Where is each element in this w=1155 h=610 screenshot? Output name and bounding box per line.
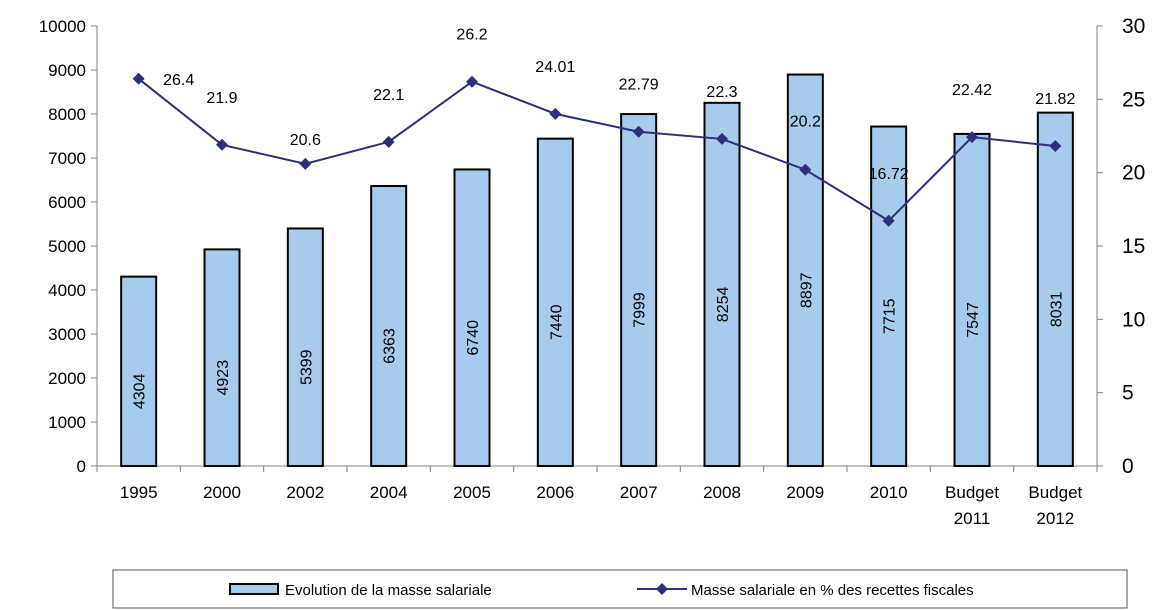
line-value-label: 22.1 <box>373 87 404 104</box>
x-tick-label: 2006 <box>536 483 574 502</box>
line-point <box>299 157 312 170</box>
left-tick-label: 8000 <box>48 105 86 124</box>
line-value-labels: 26.4 21.9 20.6 22.1 26.2 24.01 22.79 22.3 20.2 16… <box>163 27 1075 183</box>
line-point <box>382 135 395 148</box>
legend-frame <box>112 569 1128 609</box>
bar-value-label: 7440 <box>548 304 565 340</box>
line-point <box>549 107 562 120</box>
left-tick-label: 9000 <box>48 61 86 80</box>
x-tick-label: 2008 <box>703 483 741 502</box>
left-tick-label: 6000 <box>48 193 86 212</box>
right-tick-label: 5 <box>1122 382 1134 405</box>
legend-line-label: Masse salariale en % des recettes fiscal… <box>691 582 974 599</box>
right-tick-label: 15 <box>1122 235 1145 258</box>
x-tick-label: Budget <box>1028 483 1082 502</box>
bar <box>703 101 741 467</box>
left-tick-label: 10000 <box>39 17 86 36</box>
bar-series <box>120 73 1074 468</box>
line-value-label: 16.72 <box>869 166 909 183</box>
bar-value-label: 7999 <box>632 292 649 328</box>
bar <box>203 248 241 467</box>
right-tick-label: 30 <box>1122 15 1145 38</box>
left-tick-label: 1000 <box>48 413 86 432</box>
line-point <box>216 138 228 151</box>
line-value-label: 22.42 <box>952 82 992 99</box>
bar <box>1036 111 1074 468</box>
bar-value-label: 7715 <box>882 298 899 334</box>
x-tick-label-line2: 2011 <box>954 509 991 528</box>
x-tick-label: 2007 <box>620 483 658 502</box>
right-tick-label: 0 <box>1122 455 1134 478</box>
left-tick-label: 3000 <box>48 325 86 344</box>
line-point <box>966 131 978 144</box>
bar <box>953 132 991 467</box>
bar-value-label: 6363 <box>382 328 399 364</box>
line-value-label: 20.2 <box>790 114 821 131</box>
x-tick-label: 2005 <box>453 483 491 502</box>
line-point <box>716 132 728 145</box>
x-tick-label: 2000 <box>203 483 241 502</box>
right-tick-label: 10 <box>1122 308 1145 331</box>
bar <box>786 73 824 467</box>
line-path <box>138 78 1056 223</box>
bar-value-label: 8254 <box>715 287 732 323</box>
line-value-label: 26.2 <box>456 27 487 44</box>
bar-value-label: 8897 <box>798 272 815 308</box>
right-tick-label: 25 <box>1122 88 1145 111</box>
axes: 0100020003000400050006000700080009000100… <box>39 15 1146 528</box>
line-value-label: 26.4 <box>163 72 194 89</box>
line-value-label: 21.9 <box>206 90 237 107</box>
x-tick-label: 2004 <box>370 483 408 502</box>
left-tick-label: 0 <box>77 457 86 476</box>
line-value-label: 22.79 <box>619 77 659 94</box>
bar-value-labels: 4304 4923 5399 6363 6740 7440 7999 8254 8897 7715… <box>132 272 1066 409</box>
bar <box>286 227 324 467</box>
line-value-label: 24.01 <box>535 59 575 76</box>
x-tick-label: 1995 <box>120 483 158 502</box>
line-point <box>466 75 478 88</box>
bar-value-label: 8031 <box>1048 291 1065 327</box>
line-series <box>132 72 1062 227</box>
bar-value-label: 4304 <box>132 373 149 409</box>
bar-value-label: 5399 <box>298 349 315 385</box>
bar-value-label: 4923 <box>215 360 232 396</box>
line-point <box>132 72 145 85</box>
line-value-label: 21.82 <box>1035 91 1075 108</box>
legend-bar-swatch <box>229 583 279 595</box>
line-point <box>882 214 895 227</box>
right-tick-label: 20 <box>1122 162 1145 185</box>
line-point <box>799 163 812 176</box>
x-tick-label: 2002 <box>286 483 324 502</box>
left-tick-label: 5000 <box>48 237 86 256</box>
left-tick-label: 2000 <box>48 369 86 388</box>
legend-line-marker <box>656 583 668 595</box>
x-tick-label: 2010 <box>870 483 908 502</box>
line-point <box>632 125 645 138</box>
line-value-label: 20.6 <box>290 132 321 149</box>
legend: Evolution de la masse salariale Masse sa… <box>112 569 1128 609</box>
bar <box>120 275 158 467</box>
line-value-label: 22.3 <box>706 84 737 101</box>
x-tick-label-line2: 2012 <box>1036 509 1074 528</box>
bar <box>536 137 574 467</box>
bar-value-label: 7547 <box>965 302 982 338</box>
left-tick-label: 7000 <box>48 149 86 168</box>
bar-value-label: 6740 <box>465 320 482 356</box>
x-tick-label: 2009 <box>786 483 824 502</box>
legend-bar-label: Evolution de la masse salariale <box>285 582 492 599</box>
bar <box>870 125 908 467</box>
bar <box>453 168 491 467</box>
bar <box>620 113 658 467</box>
bar <box>370 185 408 467</box>
line-point <box>1049 139 1062 152</box>
x-tick-label: Budget <box>945 483 999 502</box>
left-tick-label: 4000 <box>48 281 86 300</box>
